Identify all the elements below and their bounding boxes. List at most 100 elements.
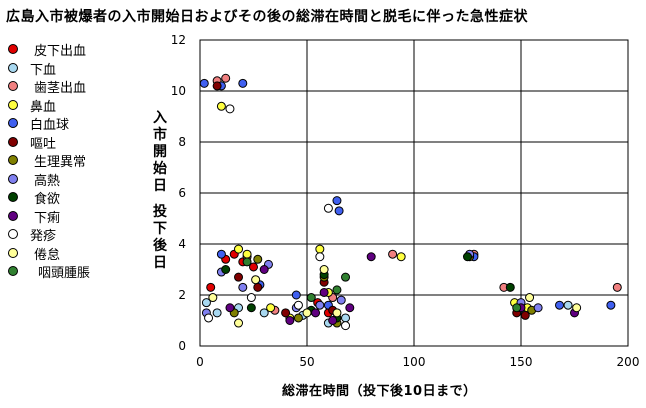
chart-title: 広島入市被爆者の入市開始日およびその後の総滞在時間と脱毛に伴った急性症状 bbox=[6, 9, 528, 25]
data-point bbox=[238, 282, 248, 292]
data-point bbox=[572, 303, 582, 313]
y-axis-label-col1: 入市開始日 bbox=[152, 110, 168, 195]
legend-label: 鼻血 bbox=[30, 99, 57, 115]
legend-label: 生理異常 bbox=[34, 155, 87, 170]
legend-marker bbox=[8, 118, 18, 128]
legend-label: 下血 bbox=[30, 62, 57, 78]
data-point bbox=[555, 300, 565, 310]
data-point bbox=[259, 265, 269, 274]
legend-marker bbox=[8, 192, 18, 202]
y-axis-label-char: 下 bbox=[153, 221, 167, 237]
y-tick-label: 6 bbox=[178, 186, 186, 200]
legend-marker bbox=[8, 247, 18, 258]
legend-label: 白血球 bbox=[30, 118, 70, 133]
data-point bbox=[315, 244, 325, 254]
data-point bbox=[204, 313, 214, 323]
x-tick-label: 150 bbox=[510, 355, 533, 369]
data-point bbox=[328, 316, 338, 325]
y-tick-label: 0 bbox=[178, 339, 186, 353]
data-point bbox=[251, 275, 261, 285]
legend-marker bbox=[8, 210, 18, 221]
legend-label: 嘔吐 bbox=[30, 136, 57, 152]
legend-marker bbox=[8, 136, 18, 147]
data-point bbox=[319, 287, 329, 297]
data-point bbox=[366, 252, 376, 262]
legend-label: 発疹 bbox=[30, 229, 57, 244]
data-point bbox=[332, 285, 342, 295]
data-point bbox=[302, 308, 312, 318]
data-point bbox=[332, 308, 342, 318]
data-point bbox=[341, 313, 351, 323]
legend-marker bbox=[8, 173, 18, 184]
data-point bbox=[525, 293, 535, 303]
data-point bbox=[266, 303, 276, 313]
data-point bbox=[319, 265, 329, 274]
data-point bbox=[311, 308, 321, 318]
legend-marker bbox=[8, 155, 18, 165]
data-point bbox=[246, 303, 256, 313]
y-axis-label-char: 始 bbox=[153, 161, 167, 177]
legend-label: 食欲 bbox=[34, 192, 61, 207]
y-axis-label-char: 開 bbox=[153, 144, 167, 160]
data-point bbox=[285, 316, 295, 325]
data-point bbox=[216, 101, 226, 111]
data-point bbox=[293, 300, 303, 310]
data-point bbox=[221, 265, 231, 274]
data-point bbox=[336, 295, 346, 305]
y-tick-label: 12 bbox=[171, 33, 186, 47]
legend-label: 倦怠 bbox=[34, 247, 61, 263]
data-point bbox=[201, 298, 211, 308]
data-point bbox=[234, 272, 244, 282]
data-point bbox=[212, 81, 222, 91]
data-point bbox=[463, 252, 472, 262]
data-point bbox=[281, 308, 291, 318]
y-tick-label: 4 bbox=[178, 237, 186, 251]
data-point bbox=[306, 293, 316, 303]
x-tick-label: 100 bbox=[403, 355, 426, 369]
data-point bbox=[246, 293, 256, 303]
data-point bbox=[216, 249, 226, 259]
data-point bbox=[259, 308, 269, 318]
x-axis-label: 総滞在時間（投下後10日まで） bbox=[282, 384, 477, 399]
data-point bbox=[323, 203, 333, 213]
data-point bbox=[208, 293, 218, 303]
y-tick-label: 2 bbox=[178, 288, 186, 302]
legend-label: 歯茎出血 bbox=[34, 81, 87, 96]
legend-label: 下痢 bbox=[34, 210, 61, 226]
data-point bbox=[199, 78, 209, 88]
y-axis-label-char: 日 bbox=[153, 178, 167, 194]
data-point bbox=[249, 262, 258, 272]
y-axis-label-char: 市 bbox=[153, 127, 167, 143]
data-point bbox=[345, 303, 355, 313]
legend-marker bbox=[8, 62, 18, 73]
y-axis-label-char: 後 bbox=[153, 238, 167, 254]
x-tick-label: 0 bbox=[196, 355, 204, 369]
data-point bbox=[533, 303, 543, 313]
data-point bbox=[242, 257, 252, 267]
y-axis-label-col2: 投下後日 bbox=[152, 204, 168, 272]
data-point bbox=[505, 282, 515, 292]
legend-label: 咽頭腫脹 bbox=[38, 266, 91, 281]
data-point bbox=[225, 104, 235, 114]
y-tick-label: 10 bbox=[171, 84, 186, 98]
data-point bbox=[396, 252, 406, 262]
data-point bbox=[520, 310, 530, 320]
x-tick-label: 200 bbox=[617, 355, 640, 369]
data-point bbox=[242, 249, 252, 259]
data-point bbox=[334, 206, 344, 216]
data-point bbox=[512, 303, 522, 313]
data-point bbox=[388, 249, 398, 259]
data-point bbox=[332, 196, 342, 206]
legend-marker bbox=[8, 229, 18, 239]
data-point bbox=[234, 318, 244, 328]
legend-marker bbox=[8, 99, 18, 110]
legend-label: 高熱 bbox=[34, 173, 61, 189]
data-point bbox=[212, 308, 222, 318]
data-point bbox=[315, 300, 325, 310]
legend-marker bbox=[8, 81, 18, 91]
data-point bbox=[221, 73, 231, 83]
data-point bbox=[606, 300, 616, 310]
data-point bbox=[238, 78, 248, 88]
data-point bbox=[341, 272, 351, 282]
